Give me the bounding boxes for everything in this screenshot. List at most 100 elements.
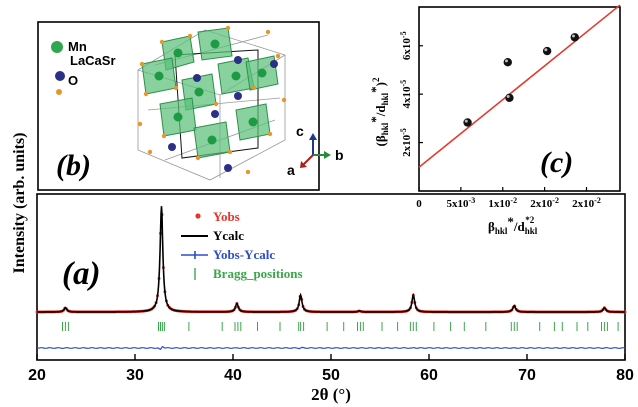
axis-a-label: a <box>287 162 295 178</box>
axis-c-arrowhead <box>309 133 317 140</box>
axis-a-arrowhead <box>300 161 307 168</box>
wh-panel-label: (c) <box>540 146 573 179</box>
o-atom <box>173 85 179 91</box>
legend-label-diff: Yobs-Ycalc <box>213 247 275 262</box>
xrd-x-tick-label: 60 <box>420 367 438 384</box>
observed-markers <box>35 213 627 314</box>
mn-atom <box>231 71 241 81</box>
legend-label-yobs: Yobs <box>213 209 240 224</box>
linear-fit-line <box>418 4 621 168</box>
mn-atom <box>194 87 204 97</box>
legend-label-bragg: Bragg_positions <box>213 266 303 281</box>
xrd-plot-frame <box>36 193 626 361</box>
o-atom <box>143 91 149 97</box>
lacasr-atom <box>211 110 219 118</box>
wh-tick-label: 2x10-2 <box>530 196 559 210</box>
o-atom <box>245 169 251 175</box>
difference-curve <box>37 345 626 351</box>
xrd-x-tick-label: 80 <box>616 367 634 384</box>
calculated-curve <box>37 206 625 313</box>
wh-y-axis-label: (βhkl*/dhkl*)2 <box>368 77 390 146</box>
legend-lacasr-icon <box>55 71 65 81</box>
mn-atom <box>207 135 217 145</box>
wh-plot-frame <box>418 6 621 192</box>
wh-data-points <box>463 33 579 127</box>
o-atoms <box>137 25 287 175</box>
structure-panel-label: (b) <box>56 149 91 182</box>
legend-lacasr-label: LaCaSr <box>70 53 116 68</box>
wh-tick-label: 0 <box>416 198 422 210</box>
bragg-tick-group <box>62 322 619 331</box>
o-atom <box>137 121 143 127</box>
o-atom <box>251 85 257 91</box>
xrd-x-axis-label: 2θ (°) <box>311 385 351 404</box>
mn-atom <box>173 112 183 122</box>
o-atom <box>213 101 219 107</box>
legend-mn-label: Mn <box>68 39 87 54</box>
legend-o-icon <box>56 89 62 95</box>
lacasr-atoms <box>168 56 278 172</box>
o-atom <box>267 131 273 137</box>
wh-tick-label: 6x10-5 <box>399 31 413 60</box>
o-atom <box>187 33 193 39</box>
legend-marker-yobs <box>195 213 201 219</box>
o-atom <box>225 25 231 31</box>
wh-tick-label: 4x10-5 <box>399 80 413 109</box>
wh-data-point <box>570 33 579 42</box>
structure-legend: Mn LaCaSr O <box>51 39 116 95</box>
axis-c-label: c <box>296 123 304 139</box>
xrd-x-tick-label: 30 <box>126 367 144 384</box>
wh-tick-label: 1x10-2 <box>488 196 517 210</box>
xrd-x-ticks: 20 30 40 50 60 70 80 <box>28 354 634 384</box>
o-atom <box>281 97 287 103</box>
xrd-panel: 20 30 40 50 60 70 80 2θ (°) Intensity (arb. un… <box>11 133 634 404</box>
xrd-x-tick-label: 20 <box>28 367 46 384</box>
wh-tick-label: 2x10-5 <box>399 128 413 157</box>
wh-tick-label: 2x10-2 <box>572 196 601 210</box>
lacasr-atom <box>234 92 242 100</box>
xrd-x-tick-label: 70 <box>518 367 536 384</box>
o-atom <box>161 133 167 139</box>
o-atom <box>265 29 271 35</box>
o-atom <box>195 155 201 161</box>
mn-atom <box>154 71 164 81</box>
lacasr-atom <box>270 60 278 68</box>
xrd-x-tick-label: 40 <box>224 367 242 384</box>
axis-b-arrowhead <box>324 151 331 159</box>
wh-y-ticks: 2x10-5 4x10-5 6x10-5 <box>399 31 423 157</box>
mn-atom <box>210 39 220 49</box>
mn-atom <box>173 48 183 58</box>
mn-atoms <box>154 39 267 145</box>
wh-x-axis-label: βhkl*/dhkl*2 <box>488 214 538 236</box>
wh-x-ticks: 0 5x10-3 1x10-2 2x10-2 2x10-2 <box>416 187 601 210</box>
orientation-axes: c b a <box>287 123 344 178</box>
xrd-legend: Yobs Ycalc Yobs-Ycalc Bragg_positions <box>181 209 303 281</box>
xrd-panel-label: (a) <box>62 256 100 292</box>
legend-mn-icon <box>51 41 63 53</box>
legend-o-label: O <box>68 73 78 88</box>
axis-b-label: b <box>335 147 344 163</box>
wh-panel: 0 5x10-3 1x10-2 2x10-2 2x10-2 2x10-5 4x10-5 6x… <box>368 4 621 236</box>
o-atom <box>139 61 145 67</box>
lacasr-atom <box>193 74 201 82</box>
wh-tick-label: 5x10-3 <box>447 196 476 210</box>
lacasr-atom <box>224 164 232 172</box>
wh-data-point <box>503 58 512 67</box>
wh-data-point <box>542 46 552 56</box>
mn-atom <box>257 68 267 78</box>
o-atom <box>227 149 233 155</box>
wh-data-point <box>463 118 472 127</box>
legend-label-ycalc: Ycalc <box>213 228 244 243</box>
lacasr-atom <box>168 143 176 151</box>
o-atom <box>275 53 281 59</box>
lacasr-atom <box>234 56 242 64</box>
xrd-x-tick-label: 50 <box>322 367 340 384</box>
o-atom <box>147 149 153 155</box>
o-atom <box>159 39 165 45</box>
structure-panel: Mn LaCaSr O (b) c b a <box>37 21 344 191</box>
xrd-y-axis-label: Intensity (arb. units) <box>11 133 28 274</box>
wh-data-point <box>505 93 514 102</box>
axis-a-arrow <box>303 154 314 165</box>
mn-atom <box>248 117 258 127</box>
